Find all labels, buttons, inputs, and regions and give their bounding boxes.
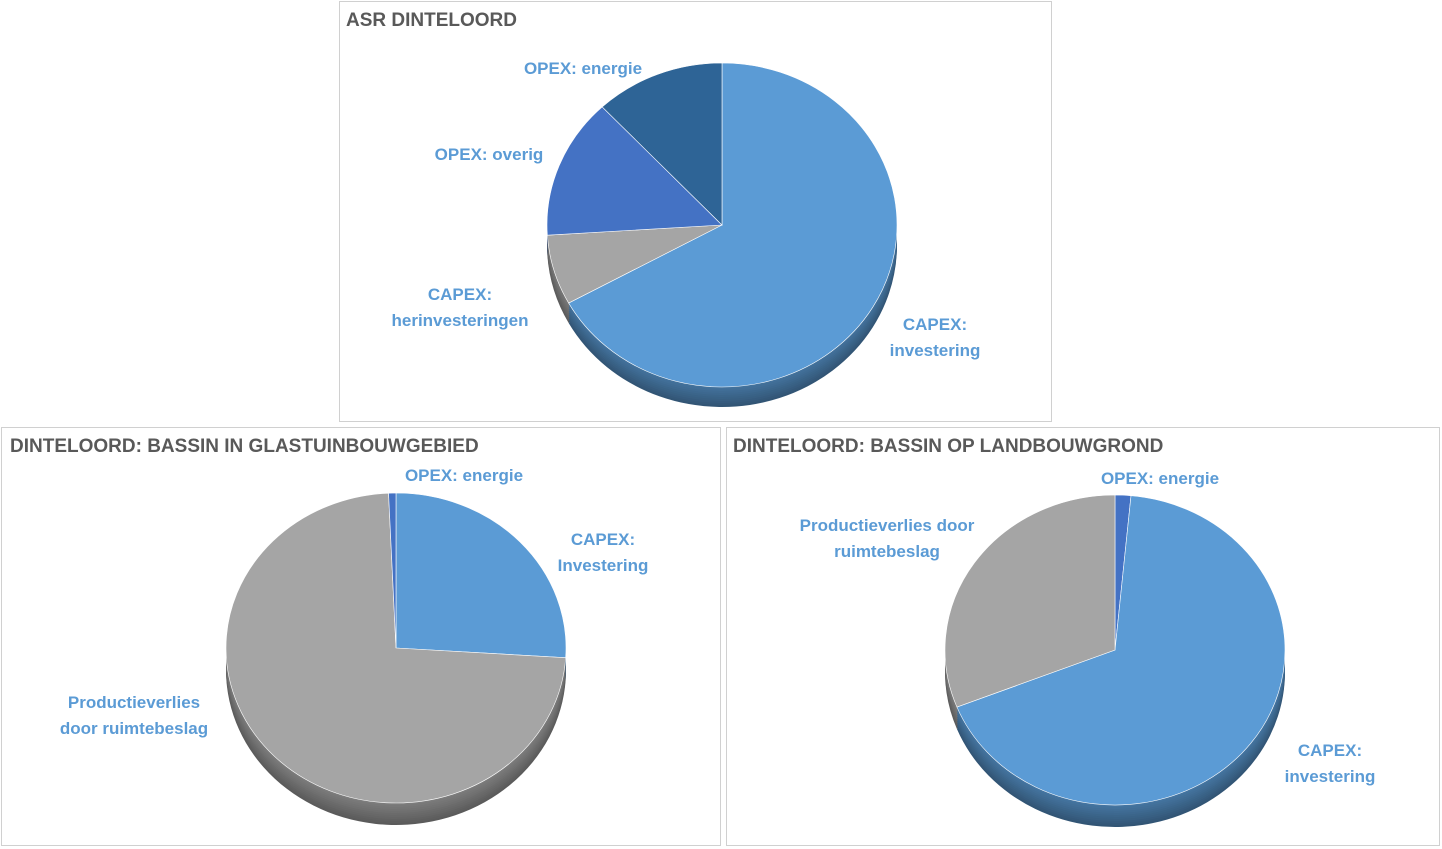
panel bbox=[1, 427, 721, 846]
pie-slice bbox=[944, 494, 1116, 708]
slice-label: CAPEX: investering bbox=[889, 315, 981, 360]
pie-slice bbox=[601, 62, 723, 226]
pie-slice bbox=[225, 492, 566, 804]
panel bbox=[339, 1, 1052, 422]
slice-label: Productieverlies door ruimtebeslag bbox=[799, 516, 975, 561]
slice-label: CAPEX: herinvesteringen bbox=[391, 285, 529, 330]
chart-title: DINTELOORD: BASSIN IN GLASTUINBOUWGEBIED bbox=[10, 436, 479, 457]
pie-slice bbox=[546, 106, 723, 236]
slice-label: Productieverlies door ruimtebeslag bbox=[59, 693, 209, 738]
pie-slice bbox=[388, 492, 397, 649]
slice-label: OPEX: energie bbox=[1100, 469, 1220, 488]
slice-label: OPEX: overig bbox=[434, 145, 544, 164]
pie-slice bbox=[568, 62, 898, 388]
chart-title: DINTELOORD: BASSIN OP LANDBOUWGROND bbox=[733, 436, 1164, 457]
chart-title: ASR DINTELOORD bbox=[346, 10, 517, 31]
panel bbox=[726, 427, 1440, 846]
pie-slice bbox=[956, 495, 1286, 806]
slice-label: OPEX: energie bbox=[523, 59, 643, 78]
slice-label: CAPEX: investering bbox=[1284, 741, 1376, 786]
pie-slice bbox=[395, 492, 567, 659]
slice-label: OPEX: energie bbox=[404, 466, 524, 485]
slice-label: CAPEX: Investering bbox=[557, 530, 649, 575]
